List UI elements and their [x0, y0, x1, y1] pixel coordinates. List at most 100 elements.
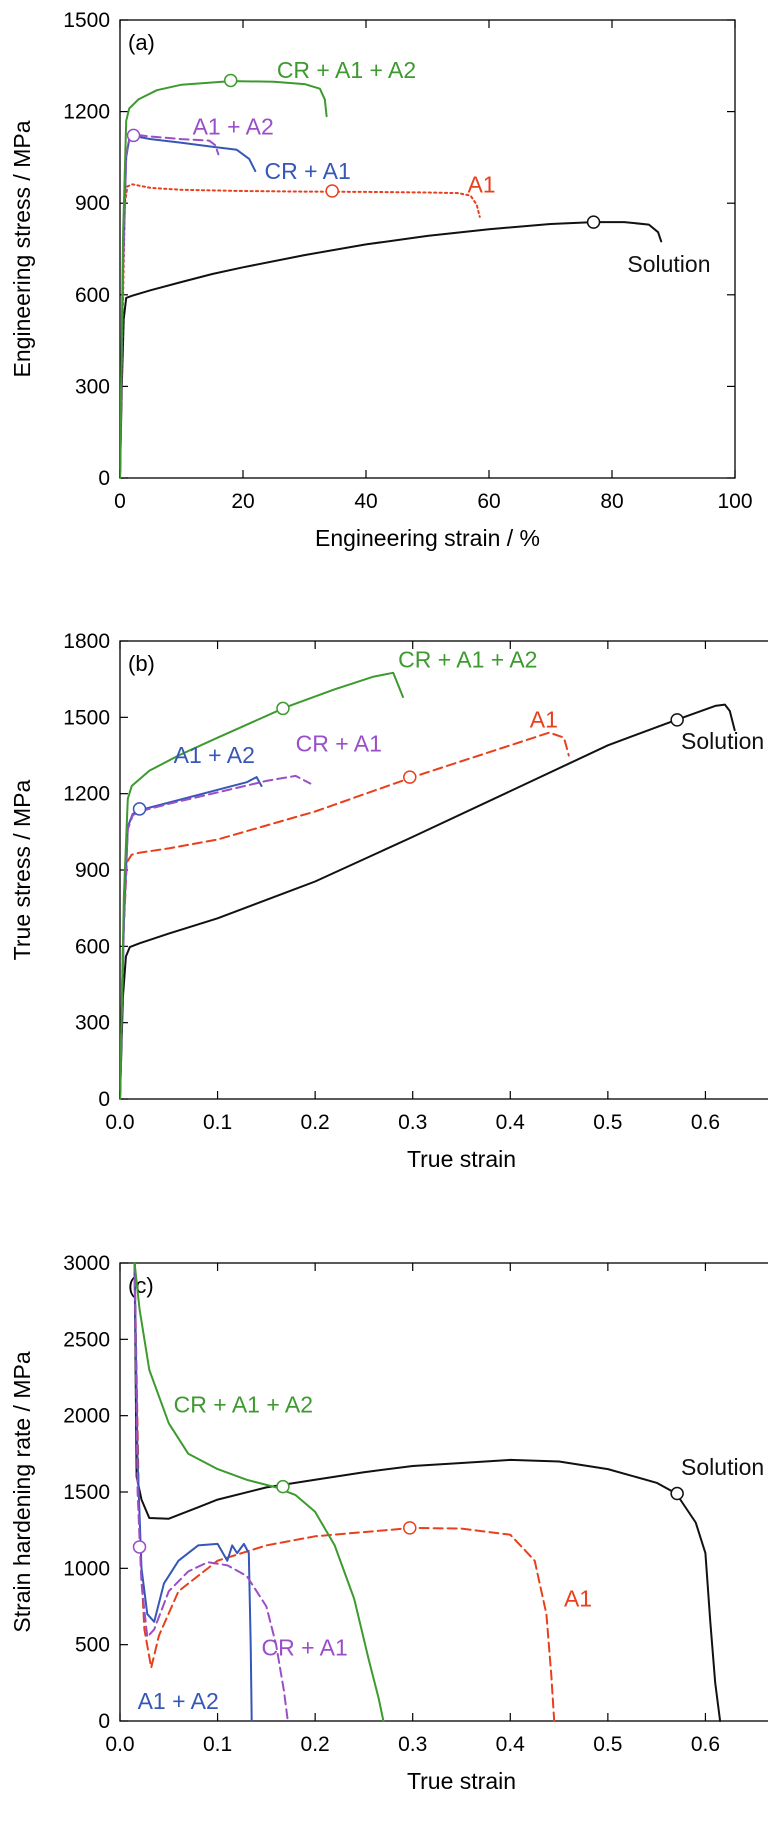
series-line-cr-a1-a2 [120, 80, 328, 479]
y-tick-label: 1800 [63, 630, 110, 653]
series-label-a1-a2: A1 + A2 [193, 114, 274, 140]
chart-panel-1: 0 20 40 60 80 100 0 300 600 900 1200 1500 Engineerin… [9, 9, 753, 551]
series-group [120, 80, 663, 479]
x-axis-label: Engineering strain / % [315, 525, 540, 551]
uts-marker-cr-a1-a2 [276, 701, 290, 716]
x-tick-label: 0.1 [203, 1733, 232, 1756]
y-tick-label: 3000 [63, 1252, 110, 1275]
panel-tag: (c) [128, 1273, 154, 1298]
series-group [120, 671, 736, 1100]
uts-marker-a1-a2 [126, 128, 141, 143]
panel-tag: (a) [128, 30, 155, 55]
y-tick-label: 1500 [63, 1481, 110, 1504]
chart-panel-3: 0.00.10.20.30.40.50.60.70500100015002000… [9, 1252, 768, 1794]
x-tick-label: 0 [114, 490, 126, 513]
uts-marker-cr-a1-a2 [276, 1479, 290, 1494]
y-tick-label: 600 [75, 284, 110, 307]
uts-marker-solution [670, 713, 684, 727]
x-tick-label: 0.3 [398, 1111, 427, 1134]
series-label-solution: Solution [681, 1454, 764, 1480]
series-label-cr-a1-a2: CR + A1 + A2 [174, 1392, 313, 1418]
series-line-solution [120, 221, 663, 479]
x-tick-label: 0.0 [105, 1111, 134, 1134]
series-label-a1-a2: A1 + A2 [174, 742, 255, 768]
x-tick-label: 100 [717, 490, 752, 513]
series-label-cr-a1-a2: CR + A1 + A2 [398, 647, 537, 673]
x-tick-label: 0.0 [105, 1733, 134, 1756]
plot-frame [119, 19, 736, 479]
series-label-a1-a2: A1 + A2 [138, 1688, 219, 1714]
series-line-solution [133, 1262, 722, 1722]
y-tick-label: 2500 [63, 1328, 110, 1351]
series-label-solution: Solution [627, 251, 710, 277]
series-label-cr-a1: CR + A1 [265, 158, 351, 184]
series-line-cr-a1 [120, 135, 257, 479]
y-tick-label: 300 [75, 375, 110, 398]
x-tick-label: 0.2 [301, 1111, 330, 1134]
y-axis-label: Strain hardening rate / MPa [9, 1351, 35, 1632]
series-line-cr-a1 [133, 1262, 289, 1722]
y-tick-label: 1500 [63, 706, 110, 729]
x-tick-label: 0.1 [203, 1111, 232, 1134]
uts-marker-solution [586, 215, 601, 229]
plot-frame [119, 640, 768, 1100]
series-line-a1 [133, 1262, 556, 1722]
uts-marker-a1 [403, 770, 417, 784]
y-tick-label: 0 [98, 1088, 110, 1111]
y-tick-label: 300 [75, 1012, 110, 1035]
x-axis-label: True strain [407, 1768, 516, 1794]
series-label-a1: A1 [530, 707, 558, 733]
uts-marker-a1 [403, 1521, 417, 1535]
x-tick-label: 0.2 [301, 1733, 330, 1756]
series-group [133, 1262, 722, 1722]
series-label-cr-a1: CR + A1 [296, 731, 382, 757]
uts-marker-cr-a1 [132, 1540, 147, 1554]
y-axis-label: Engineering stress / MPa [9, 120, 35, 377]
x-tick-label: 0.6 [691, 1111, 720, 1134]
series-label-cr-a1: CR + A1 [261, 1634, 347, 1660]
series-line-a1-a2 [120, 776, 263, 1100]
y-tick-label: 2000 [63, 1405, 110, 1428]
x-tick-label: 0.5 [593, 1733, 622, 1756]
y-tick-label: 1200 [63, 783, 110, 806]
series-line-a1 [120, 731, 570, 1100]
x-tick-label: 0.6 [691, 1733, 720, 1756]
series-line-a1-a2 [133, 1262, 253, 1722]
series-label-a1: A1 [467, 172, 495, 198]
x-tick-label: 20 [231, 490, 254, 513]
y-tick-label: 1500 [63, 9, 110, 32]
series-label-cr-a1-a2: CR + A1 + A2 [277, 57, 416, 83]
x-tick-label: 0.3 [398, 1733, 427, 1756]
series-label-solution: Solution [681, 728, 764, 754]
y-tick-label: 1000 [63, 1557, 110, 1580]
uts-marker-solution [670, 1486, 684, 1501]
series-line-cr-a1-a2 [120, 671, 404, 1100]
y-tick-label: 0 [98, 1710, 110, 1733]
panel-tag: (b) [128, 651, 155, 676]
uts-marker-a1 [325, 184, 339, 198]
y-tick-label: 0 [98, 467, 110, 490]
x-tick-label: 60 [477, 490, 500, 513]
y-tick-label: 1200 [63, 101, 110, 124]
series-line-cr-a1 [120, 774, 312, 1100]
x-tick-label: 0.5 [593, 1111, 622, 1134]
uts-marker-cr-a1-a2 [223, 73, 238, 88]
chart-panel-2: 0.00.10.20.30.40.50.60.70300600900120015… [9, 630, 768, 1172]
x-tick-label: 40 [354, 490, 377, 513]
series-line-a1 [120, 183, 481, 479]
series-line-solution [120, 703, 736, 1100]
y-tick-label: 500 [75, 1634, 110, 1657]
series-line-a1-a2 [120, 133, 220, 479]
y-tick-label: 900 [75, 859, 110, 882]
y-tick-label: 600 [75, 935, 110, 958]
series-label-a1: A1 [564, 1586, 592, 1612]
x-tick-label: 0.4 [496, 1733, 526, 1756]
y-axis-label: True stress / MPa [9, 779, 35, 960]
x-tick-label: 0.4 [496, 1111, 526, 1134]
x-axis-label: True strain [407, 1146, 516, 1172]
x-tick-label: 80 [600, 490, 623, 513]
series-line-cr-a1-a2 [133, 1262, 385, 1722]
y-tick-label: 900 [75, 192, 110, 215]
uts-marker-a1-a2 [132, 802, 147, 816]
